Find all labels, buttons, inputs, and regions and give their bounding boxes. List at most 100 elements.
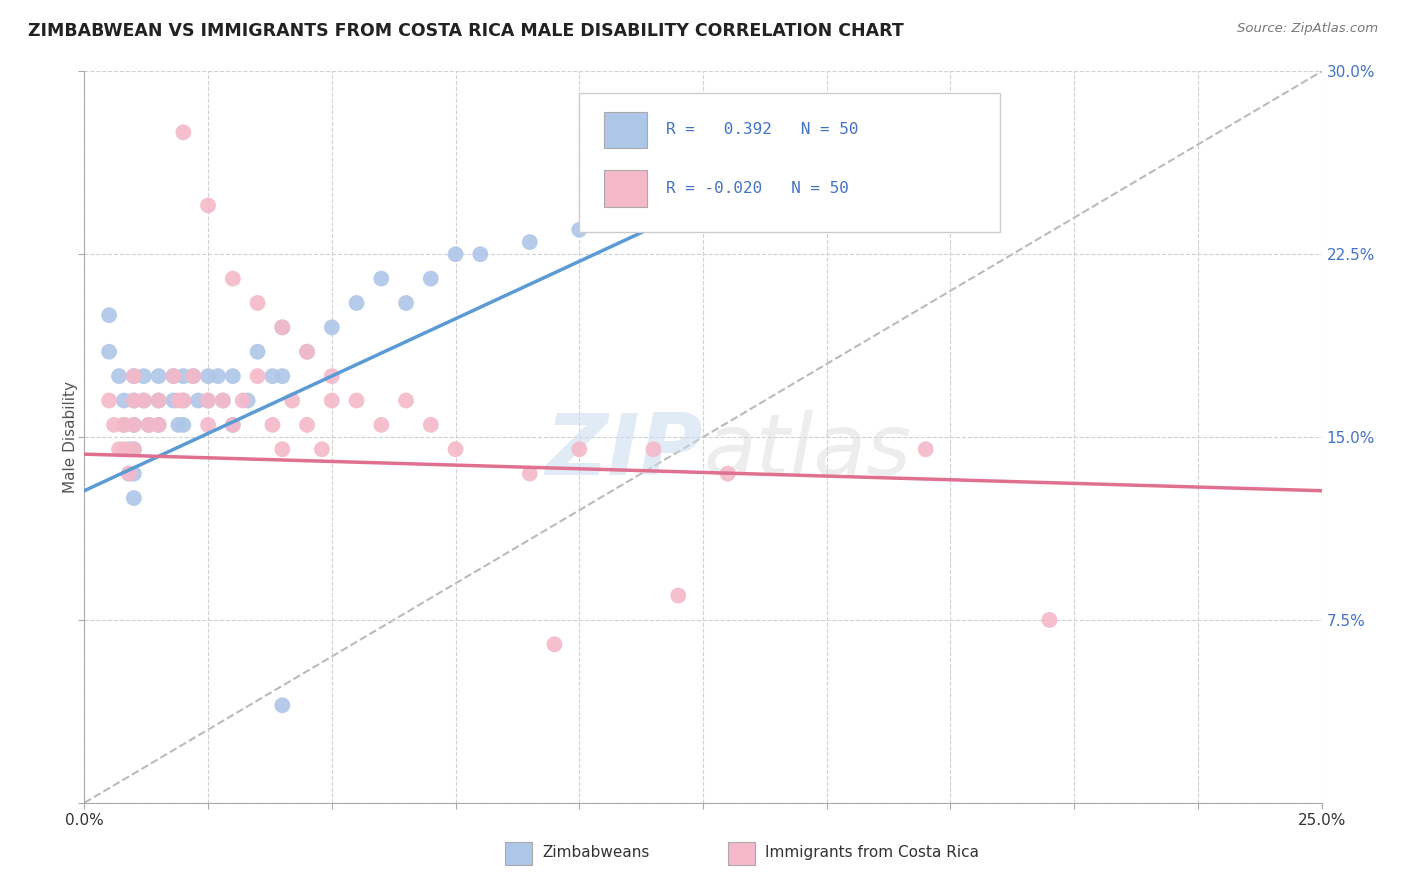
Point bbox=[98, 308, 121, 322]
Point bbox=[222, 417, 245, 432]
Text: atlas: atlas bbox=[703, 410, 911, 493]
Point bbox=[470, 247, 492, 261]
Point bbox=[118, 467, 141, 481]
Point bbox=[246, 296, 269, 310]
Point bbox=[122, 491, 145, 505]
Point bbox=[98, 393, 121, 408]
Point bbox=[207, 369, 229, 384]
Y-axis label: Male Disability: Male Disability bbox=[63, 381, 77, 493]
Point bbox=[112, 417, 135, 432]
Point bbox=[122, 417, 145, 432]
Text: R =   0.392   N = 50: R = 0.392 N = 50 bbox=[666, 122, 859, 137]
Point bbox=[112, 442, 135, 457]
Point bbox=[103, 417, 125, 432]
Point bbox=[122, 393, 145, 408]
Point bbox=[246, 369, 269, 384]
Point bbox=[643, 442, 665, 457]
Point bbox=[395, 393, 418, 408]
Point bbox=[262, 369, 284, 384]
Point bbox=[172, 125, 194, 139]
Point bbox=[519, 235, 541, 249]
Point bbox=[181, 369, 204, 384]
Point bbox=[108, 442, 131, 457]
Point bbox=[98, 344, 121, 359]
Point bbox=[271, 369, 294, 384]
Text: ZIP: ZIP bbox=[546, 410, 703, 493]
Point bbox=[132, 393, 155, 408]
Point bbox=[212, 393, 235, 408]
Point bbox=[148, 369, 170, 384]
Point bbox=[167, 393, 190, 408]
Point bbox=[172, 393, 194, 408]
Point bbox=[197, 198, 219, 212]
Point bbox=[187, 393, 209, 408]
Point bbox=[172, 369, 194, 384]
Point bbox=[132, 393, 155, 408]
Point bbox=[162, 369, 184, 384]
Point bbox=[122, 417, 145, 432]
Point bbox=[519, 467, 541, 481]
Point bbox=[914, 442, 936, 457]
Bar bbox=[505, 841, 533, 865]
Point bbox=[222, 369, 245, 384]
Point bbox=[148, 417, 170, 432]
Point bbox=[112, 393, 135, 408]
Point bbox=[232, 393, 254, 408]
Point bbox=[281, 393, 304, 408]
Point bbox=[295, 417, 318, 432]
Point bbox=[162, 369, 184, 384]
Point bbox=[197, 417, 219, 432]
Text: ZIMBABWEAN VS IMMIGRANTS FROM COSTA RICA MALE DISABILITY CORRELATION CHART: ZIMBABWEAN VS IMMIGRANTS FROM COSTA RICA… bbox=[28, 22, 904, 40]
Point bbox=[212, 393, 235, 408]
Point bbox=[1038, 613, 1060, 627]
Point bbox=[346, 296, 368, 310]
Point bbox=[321, 393, 343, 408]
Text: R = -0.020   N = 50: R = -0.020 N = 50 bbox=[666, 181, 849, 196]
Point bbox=[370, 271, 392, 285]
Point bbox=[197, 369, 219, 384]
Point bbox=[197, 393, 219, 408]
Point bbox=[295, 344, 318, 359]
Point bbox=[395, 296, 418, 310]
FancyBboxPatch shape bbox=[579, 94, 1000, 232]
Point bbox=[122, 467, 145, 481]
Point bbox=[148, 417, 170, 432]
Point bbox=[370, 417, 392, 432]
Bar bbox=[605, 112, 647, 148]
Point bbox=[643, 198, 665, 212]
Point bbox=[148, 393, 170, 408]
Point bbox=[321, 369, 343, 384]
Point bbox=[172, 417, 194, 432]
Bar bbox=[605, 170, 647, 207]
Point bbox=[122, 442, 145, 457]
Point bbox=[271, 320, 294, 334]
Point bbox=[262, 417, 284, 432]
Point bbox=[112, 417, 135, 432]
Point bbox=[162, 393, 184, 408]
Point bbox=[122, 393, 145, 408]
Point bbox=[132, 369, 155, 384]
Point bbox=[271, 442, 294, 457]
Point bbox=[271, 320, 294, 334]
Point bbox=[122, 442, 145, 457]
Bar bbox=[728, 841, 755, 865]
Text: Zimbabweans: Zimbabweans bbox=[543, 845, 650, 860]
Point bbox=[568, 223, 591, 237]
Point bbox=[122, 369, 145, 384]
Point bbox=[444, 442, 467, 457]
Point bbox=[118, 467, 141, 481]
Point bbox=[419, 417, 441, 432]
Point bbox=[271, 698, 294, 713]
Point bbox=[311, 442, 333, 457]
Text: Source: ZipAtlas.com: Source: ZipAtlas.com bbox=[1237, 22, 1378, 36]
Point bbox=[543, 637, 565, 651]
Point bbox=[197, 393, 219, 408]
Point bbox=[118, 442, 141, 457]
Point bbox=[122, 369, 145, 384]
Point bbox=[138, 417, 160, 432]
Point bbox=[717, 467, 740, 481]
Point bbox=[295, 344, 318, 359]
Point bbox=[181, 369, 204, 384]
Text: Immigrants from Costa Rica: Immigrants from Costa Rica bbox=[765, 845, 979, 860]
Point bbox=[167, 417, 190, 432]
